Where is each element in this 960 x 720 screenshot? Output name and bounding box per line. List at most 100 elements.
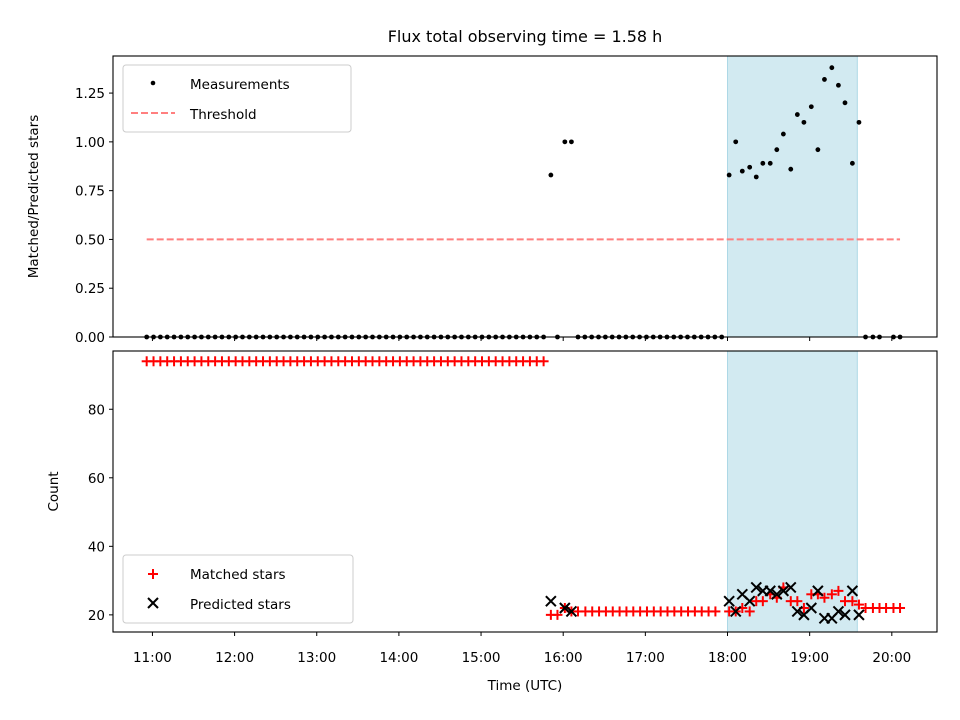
chart-title: Flux total observing time = 1.58 h [388, 27, 663, 46]
measurement-point [856, 119, 862, 125]
matched-star-point [833, 585, 844, 596]
predicted-star-point [805, 602, 818, 614]
predicted-star-point [785, 581, 797, 594]
matched-star-point [826, 589, 837, 600]
x-marker-b [730, 605, 742, 618]
legend-marker-matched [148, 569, 158, 579]
measurement-point [562, 139, 568, 145]
top-y-tick-label: 0.00 [75, 330, 105, 346]
predicted-star-point [743, 595, 756, 607]
x-marker-b [777, 585, 790, 597]
x-tick-label: 13:00 [297, 650, 336, 666]
predicted-star-point [723, 595, 735, 607]
x-tick-label: 14:00 [379, 650, 418, 666]
legend-marker-measurements [150, 80, 156, 86]
legend-x-symbol [147, 597, 159, 609]
measurement-point [842, 100, 848, 106]
x-marker-b [785, 581, 797, 594]
measurement-point [836, 82, 841, 88]
top-y-axis-label: Matched/Predicted stars [26, 115, 42, 278]
measurement-point [726, 172, 732, 178]
x-marker-b [559, 602, 571, 614]
top-legend-box [122, 64, 352, 133]
x-marker-b [832, 605, 845, 618]
x-tick-label: 15:00 [462, 650, 501, 666]
bottom-legend-box [122, 554, 354, 624]
bottom-y-tick-label: 20 [88, 608, 105, 624]
predicted-star-point [559, 602, 571, 614]
measurement-point [753, 174, 759, 180]
measurement-point [760, 160, 766, 166]
x-tick-label: 18:00 [708, 650, 747, 666]
matched-star-point [710, 606, 721, 617]
x-marker-b [545, 595, 557, 607]
bottom-legend: Matched stars Predicted stars [122, 554, 354, 624]
predicted-star-point [750, 581, 762, 594]
x-marker-b [839, 609, 851, 621]
predicted-star-point [812, 585, 824, 597]
x-marker-b [812, 585, 824, 597]
x-marker-b [750, 581, 762, 594]
x-marker-b [723, 595, 735, 607]
measurement-point [849, 160, 855, 166]
measurement-point [747, 164, 753, 170]
matched-star-point [538, 356, 549, 367]
top-x-ticks [151, 337, 893, 341]
bottom-axes-frame [112, 350, 938, 633]
predicted-star-point [832, 605, 845, 618]
measurement-point [739, 168, 745, 174]
x-marker-b [764, 585, 776, 597]
measurement-point [829, 65, 835, 71]
predicted-star-point [764, 585, 776, 597]
top-panel: 0.00 0.25 0.50 0.75 1.00 1.25 Matched/Predict… [26, 55, 938, 346]
bottom-y-ticks: 20 40 60 80 [88, 402, 113, 624]
x-tick-label: 11:00 [133, 650, 172, 666]
measurement-point [548, 172, 554, 178]
top-y-tick-label: 0.75 [75, 184, 105, 200]
measurement-point [801, 119, 807, 125]
matched-star-point [552, 609, 563, 620]
predicted-star-point [846, 585, 859, 597]
measurement-point [733, 139, 739, 145]
predicted-star-point [777, 585, 790, 597]
matched-star-point [572, 606, 583, 617]
predicted-star-point [791, 605, 804, 618]
x-marker-b [771, 588, 783, 601]
measurement-point [815, 147, 821, 153]
measurement-point [794, 112, 800, 117]
x-marker-b [846, 585, 859, 597]
observing-span-top [727, 55, 858, 338]
matched-star-point [757, 596, 768, 607]
measurement-point [780, 131, 786, 137]
x-marker-b [736, 588, 749, 601]
predicted-star-point [730, 605, 742, 618]
bottom-y-tick-label: 80 [88, 402, 105, 418]
x-marker-b [805, 602, 818, 614]
legend-plus-symbol [148, 569, 158, 579]
top-y-tick-label: 0.25 [75, 281, 105, 297]
predicted-star-point [839, 609, 851, 621]
top-y-tick-label: 0.50 [75, 232, 105, 248]
matched-star-point [853, 599, 864, 610]
x-tick-label: 20:00 [872, 650, 911, 666]
x-tick-label: 12:00 [215, 650, 254, 666]
predicted-star-point [853, 609, 865, 621]
measurement-point [774, 147, 780, 153]
x-marker-b [853, 609, 865, 621]
x-tick-label: 17:00 [626, 650, 665, 666]
measurement-point [808, 104, 814, 110]
legend-label-matched: Matched stars [190, 567, 286, 583]
x-marker-b [565, 605, 578, 618]
observing-span-rect-top [727, 55, 858, 338]
measurement-point [788, 166, 794, 172]
top-axes-frame [112, 55, 938, 338]
matched-star-point [847, 596, 858, 607]
x-marker-b [743, 595, 756, 607]
top-y-tick-label: 1.25 [75, 86, 105, 102]
x-tick-label: 16:00 [544, 650, 583, 666]
top-legend: Measurements Threshold [122, 64, 352, 133]
measurement-point [767, 160, 773, 166]
matched-star-point [792, 596, 803, 607]
